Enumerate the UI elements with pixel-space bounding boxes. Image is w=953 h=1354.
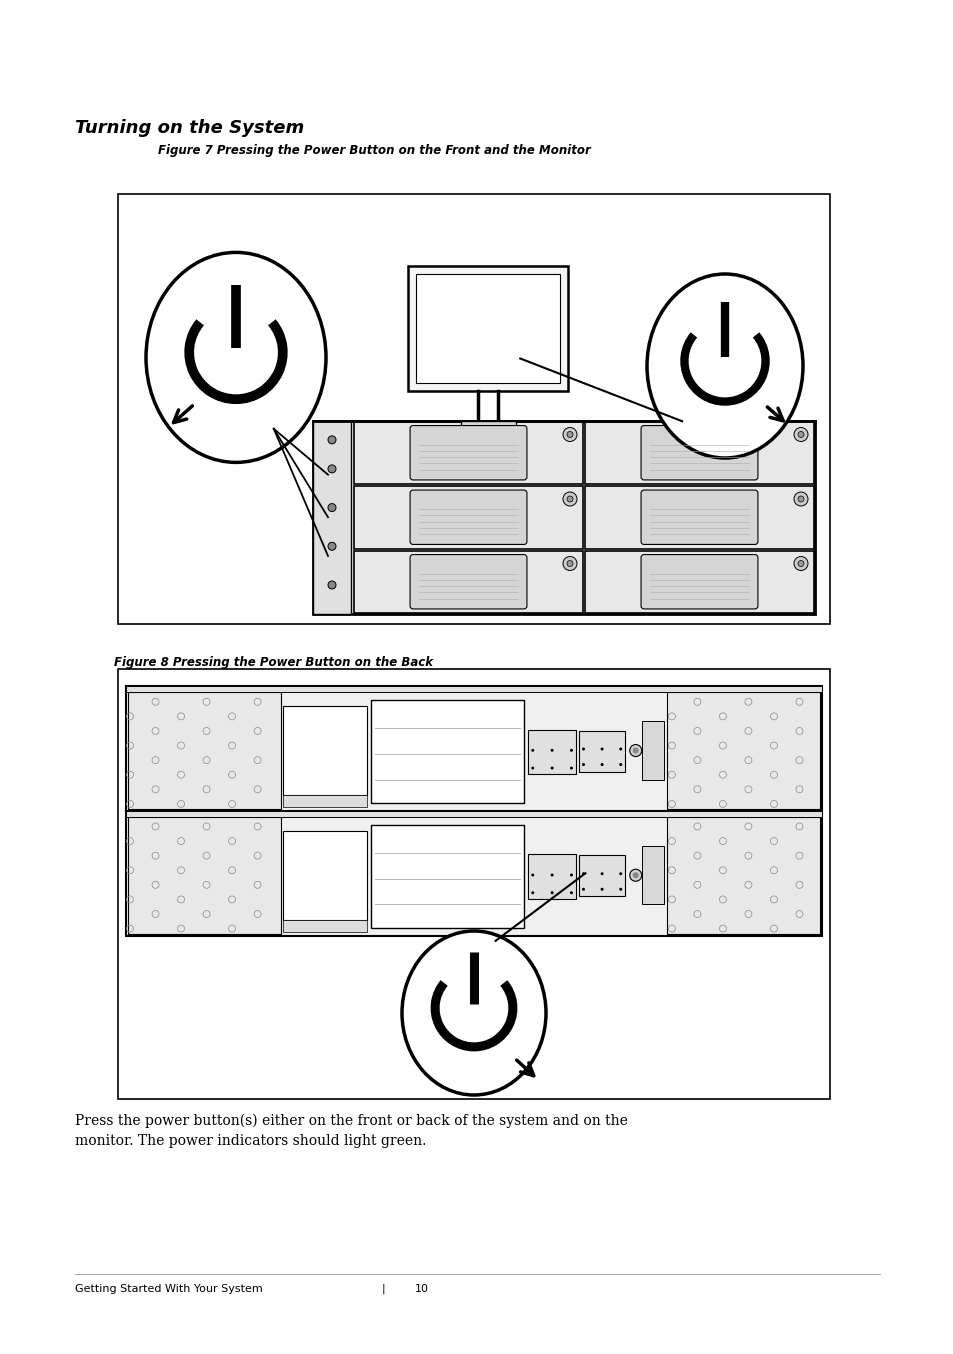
Bar bbox=[666, 816, 820, 934]
Circle shape bbox=[550, 749, 553, 751]
Bar bbox=[283, 795, 366, 807]
FancyBboxPatch shape bbox=[410, 555, 526, 609]
Circle shape bbox=[531, 891, 534, 894]
Bar bbox=[118, 194, 829, 624]
Bar bbox=[313, 421, 351, 613]
Bar bbox=[578, 856, 624, 896]
Circle shape bbox=[632, 747, 639, 754]
Bar bbox=[416, 274, 559, 382]
Bar bbox=[354, 551, 582, 613]
Circle shape bbox=[793, 556, 807, 570]
Bar bbox=[527, 730, 576, 774]
Text: 10: 10 bbox=[415, 1284, 429, 1294]
Circle shape bbox=[629, 745, 641, 757]
Circle shape bbox=[581, 764, 584, 766]
Circle shape bbox=[328, 542, 335, 550]
Ellipse shape bbox=[146, 252, 326, 463]
Circle shape bbox=[600, 872, 603, 875]
Ellipse shape bbox=[646, 274, 802, 458]
Circle shape bbox=[328, 581, 335, 589]
Circle shape bbox=[550, 873, 553, 876]
Circle shape bbox=[328, 464, 335, 473]
Bar bbox=[126, 811, 821, 816]
Circle shape bbox=[562, 492, 577, 506]
Circle shape bbox=[793, 492, 807, 506]
Circle shape bbox=[531, 873, 534, 876]
Circle shape bbox=[566, 496, 573, 502]
Circle shape bbox=[581, 888, 584, 891]
Bar bbox=[641, 722, 663, 780]
Circle shape bbox=[562, 428, 577, 441]
Bar bbox=[408, 265, 568, 390]
Circle shape bbox=[629, 869, 641, 881]
Bar bbox=[641, 846, 663, 904]
Bar bbox=[578, 731, 624, 772]
Circle shape bbox=[797, 496, 803, 502]
Bar bbox=[283, 707, 366, 795]
Circle shape bbox=[531, 766, 534, 769]
Text: monitor. The power indicators should light green.: monitor. The power indicators should lig… bbox=[75, 1135, 426, 1148]
Bar bbox=[527, 854, 576, 899]
Text: Press the power button(s) either on the front or back of the system and on the: Press the power button(s) either on the … bbox=[75, 1114, 627, 1128]
Circle shape bbox=[797, 432, 803, 437]
Bar bbox=[460, 421, 516, 431]
Bar bbox=[584, 421, 813, 483]
Text: Figure 7 Pressing the Power Button on the Front and the Monitor: Figure 7 Pressing the Power Button on th… bbox=[158, 144, 590, 157]
FancyBboxPatch shape bbox=[640, 555, 757, 609]
Circle shape bbox=[569, 873, 573, 876]
Circle shape bbox=[550, 891, 553, 894]
Bar bbox=[371, 825, 523, 927]
Circle shape bbox=[618, 888, 621, 891]
FancyBboxPatch shape bbox=[640, 425, 757, 479]
FancyBboxPatch shape bbox=[410, 490, 526, 544]
Bar bbox=[283, 919, 366, 932]
Bar bbox=[313, 421, 814, 613]
Circle shape bbox=[562, 556, 577, 570]
Bar bbox=[128, 692, 281, 808]
Circle shape bbox=[328, 504, 335, 512]
Circle shape bbox=[328, 436, 335, 444]
Circle shape bbox=[618, 747, 621, 750]
Circle shape bbox=[569, 766, 573, 769]
Circle shape bbox=[618, 872, 621, 875]
FancyBboxPatch shape bbox=[410, 425, 526, 479]
Circle shape bbox=[600, 747, 603, 750]
Circle shape bbox=[569, 749, 573, 751]
Text: Getting Started With Your System: Getting Started With Your System bbox=[75, 1284, 262, 1294]
Circle shape bbox=[566, 561, 573, 566]
Circle shape bbox=[600, 888, 603, 891]
Circle shape bbox=[632, 872, 639, 879]
Circle shape bbox=[581, 872, 584, 875]
Circle shape bbox=[569, 891, 573, 894]
Bar bbox=[584, 551, 813, 613]
Text: |: | bbox=[381, 1284, 385, 1294]
Circle shape bbox=[618, 764, 621, 766]
Ellipse shape bbox=[401, 932, 545, 1095]
Circle shape bbox=[600, 764, 603, 766]
Circle shape bbox=[581, 747, 584, 750]
Circle shape bbox=[793, 428, 807, 441]
Bar bbox=[128, 816, 281, 934]
Bar bbox=[354, 421, 582, 483]
Bar bbox=[354, 486, 582, 548]
Circle shape bbox=[531, 749, 534, 751]
Circle shape bbox=[566, 432, 573, 437]
FancyBboxPatch shape bbox=[640, 490, 757, 544]
Bar bbox=[126, 686, 821, 692]
Bar bbox=[283, 831, 366, 919]
Text: Turning on the System: Turning on the System bbox=[75, 119, 304, 137]
Bar bbox=[118, 669, 829, 1099]
Circle shape bbox=[797, 561, 803, 566]
Circle shape bbox=[550, 766, 553, 769]
Text: Figure 8 Pressing the Power Button on the Back: Figure 8 Pressing the Power Button on th… bbox=[113, 655, 433, 669]
Bar bbox=[584, 486, 813, 548]
Bar bbox=[371, 700, 523, 803]
Bar bbox=[666, 692, 820, 808]
Bar bbox=[126, 686, 821, 936]
